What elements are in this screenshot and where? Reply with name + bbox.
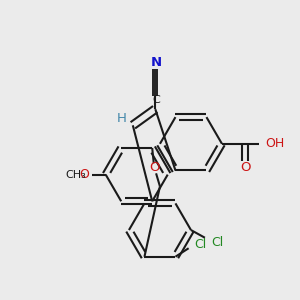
Text: CH₃: CH₃	[66, 169, 87, 180]
Text: O: O	[240, 161, 250, 174]
Text: OH: OH	[266, 137, 285, 150]
Text: Cl: Cl	[194, 238, 206, 251]
Text: N: N	[151, 56, 162, 69]
Text: C: C	[152, 95, 160, 105]
Text: O: O	[79, 168, 89, 181]
Text: Cl: Cl	[211, 236, 223, 249]
Text: H: H	[117, 112, 127, 125]
Text: O: O	[149, 161, 160, 174]
